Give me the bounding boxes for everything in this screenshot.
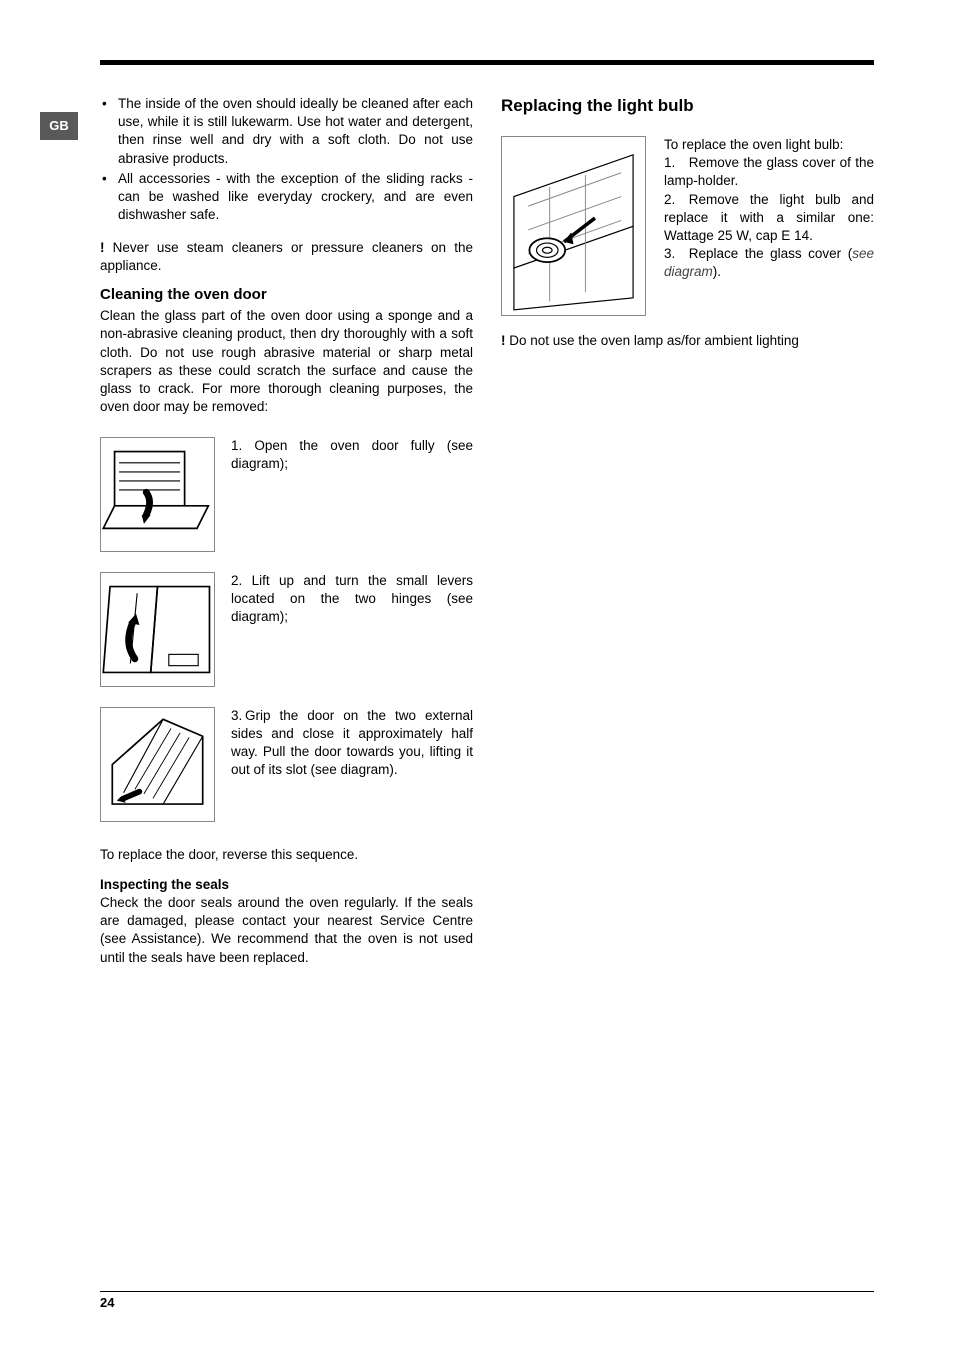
top-rule <box>100 60 874 65</box>
bulb-diagram <box>501 136 646 316</box>
steam-warning: ! Never use steam cleaners or pressure c… <box>100 239 473 275</box>
bulb-text: To replace the oven light bulb: 1. Remov… <box>664 136 874 282</box>
intro-bullets: The inside of the oven should ideally be… <box>100 95 473 225</box>
content-columns: The inside of the oven should ideally be… <box>100 95 874 967</box>
bullet-item: The inside of the oven should ideally be… <box>100 95 473 168</box>
bulb-step3-pre: 3. Replace the glass cover ( <box>664 246 852 261</box>
warning-text: Never use steam cleaners or pressure cle… <box>100 240 473 273</box>
bulb-step2: 2. Remove the light bulb and replace it … <box>664 192 874 243</box>
lamp-warning: ! Do not use the oven lamp as/for ambien… <box>501 332 874 350</box>
bulb-step1: 1. Remove the glass cover of the lamp-ho… <box>664 155 874 188</box>
step-2-diagram <box>100 572 215 687</box>
bulb-intro: To replace the oven light bulb: <box>664 137 843 152</box>
bulb-heading: Replacing the light bulb <box>501 95 874 118</box>
footer-rule <box>100 1291 874 1293</box>
step-3-row: 3. Grip the door on the two external sid… <box>100 707 473 822</box>
replace-door-note: To replace the door, reverse this sequen… <box>100 846 473 864</box>
bullet-item: All accessories - with the exception of … <box>100 170 473 225</box>
page-number: 24 <box>100 1294 874 1312</box>
cleaning-door-heading: Cleaning the oven door <box>100 285 473 305</box>
left-column: The inside of the oven should ideally be… <box>100 95 473 967</box>
step-1-diagram <box>100 437 215 552</box>
cleaning-door-intro: Clean the glass part of the oven door us… <box>100 307 473 416</box>
step-2-row: 2. Lift up and turn the small levers loc… <box>100 572 473 687</box>
step-1-row: 1. Open the oven door fully (see diagram… <box>100 437 473 552</box>
lamp-warning-text: Do not use the oven lamp as/for ambient … <box>506 333 799 348</box>
seals-body: Check the door seals around the oven reg… <box>100 894 473 967</box>
footer: 24 <box>100 1291 874 1312</box>
step-3-text: 3. Grip the door on the two external sid… <box>231 707 473 780</box>
bulb-step3-post: ). <box>713 264 721 279</box>
seals-heading: Inspecting the seals <box>100 876 473 894</box>
step-3-diagram <box>100 707 215 822</box>
right-column: Replacing the light bulb <box>501 95 874 967</box>
step-2-text: 2. Lift up and turn the small levers loc… <box>231 572 473 627</box>
language-tab: GB <box>40 112 78 140</box>
bulb-row: To replace the oven light bulb: 1. Remov… <box>501 136 874 316</box>
step-1-text: 1. Open the oven door fully (see diagram… <box>231 437 473 473</box>
